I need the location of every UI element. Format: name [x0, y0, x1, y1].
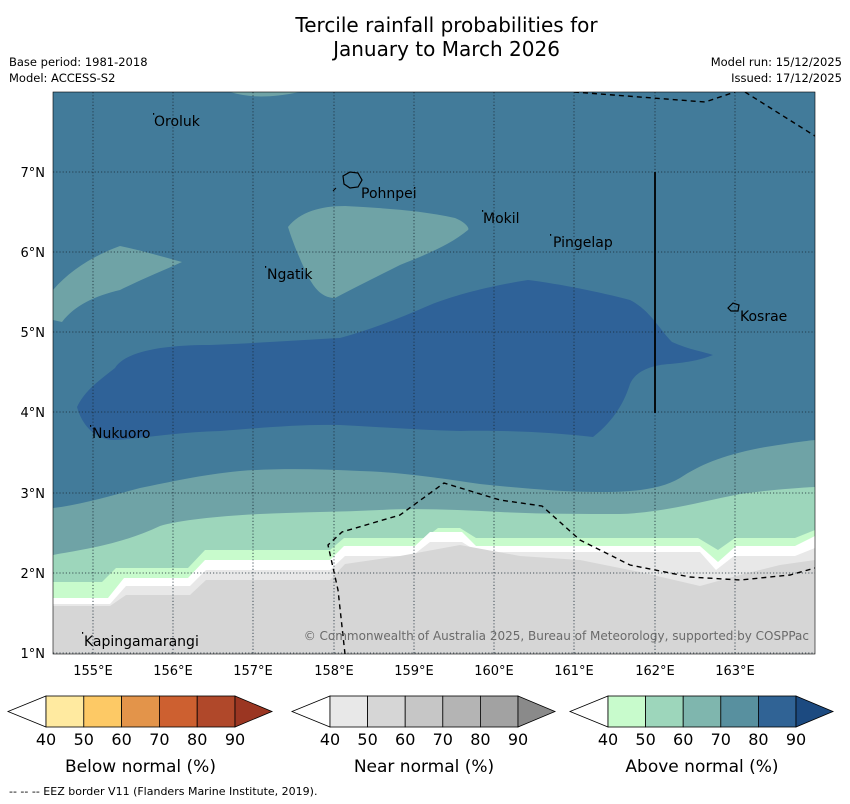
probability-field — [53, 92, 815, 654]
colorbar-extend-high — [795, 695, 835, 728]
colorbar-segment — [83, 695, 123, 728]
lon-label: 162°E — [635, 664, 675, 679]
place-label: Oroluk — [154, 114, 201, 130]
place-label: Ngatik — [267, 267, 313, 283]
colorbar-tick-label: 70 — [711, 730, 731, 749]
lon-label: 155°E — [73, 664, 113, 679]
model-name: Model: ACCESS-S2 — [9, 71, 116, 85]
place-label: Nukuoro — [92, 426, 150, 442]
colorbar-extend-high — [234, 695, 274, 728]
lon-label: 159°E — [394, 664, 434, 679]
near-normal-50-region — [53, 545, 815, 654]
colorbar-tick-label: 40 — [598, 730, 618, 749]
lon-label: 163°E — [715, 664, 755, 679]
above-normal-80-region — [77, 280, 713, 440]
colorbar-tick-label: 90 — [508, 730, 528, 749]
lon-label: 161°E — [554, 664, 594, 679]
lat-label: 6°N — [21, 246, 46, 261]
colorbar-tick-label: 60 — [673, 730, 693, 749]
colorbar-segment — [442, 695, 481, 728]
colorbar-title: Above normal (%) — [625, 757, 778, 777]
graticule — [53, 92, 815, 654]
copyright-notice: © Commonwealth of Australia 2025, Bureau… — [304, 629, 809, 643]
eez-border — [327, 92, 815, 654]
colorbar-tick-label: 50 — [357, 730, 377, 749]
colorbar-extend-low — [568, 695, 609, 728]
colorbar-tick-label: 50 — [74, 730, 94, 749]
colorbar-extend-low — [290, 695, 331, 728]
issue-date: Issued: 17/12/2025 — [731, 71, 842, 85]
colorbar-tick-label: 70 — [149, 730, 169, 749]
above-normal-60-west — [53, 246, 182, 322]
colorbar-tick-label: 70 — [433, 730, 453, 749]
colorbar-segment — [158, 695, 198, 728]
colorbar-extend-low — [6, 695, 47, 728]
colorbar-segment — [720, 695, 759, 728]
colorbar-segment — [196, 695, 236, 728]
colorbar-segment — [329, 695, 368, 728]
eez-footnote: -- -- -- EEZ border V11 (Flanders Marine… — [9, 785, 318, 798]
place-label: Pingelap — [553, 235, 613, 251]
map-frame — [52, 91, 816, 655]
colorbar-segment — [758, 695, 797, 728]
colorbar-tick-label: 90 — [225, 730, 245, 749]
colorbar-segment — [479, 695, 519, 728]
colorbar-title: Below normal (%) — [65, 757, 216, 777]
lat-label: 5°N — [21, 326, 46, 341]
colorbar-segment — [607, 695, 646, 728]
lon-label: 156°E — [153, 664, 193, 679]
colorbar-tick-label: 80 — [187, 730, 207, 749]
colorbar-tick-label: 60 — [395, 730, 415, 749]
colorbar-legends: 40 50 60 70 80 90 Below normal (%) 40 50 60 70 80 90… — [6, 695, 835, 777]
colorbar-title: Near normal (%) — [354, 757, 494, 777]
lon-label: 157°E — [233, 664, 273, 679]
place-label: Mokil — [483, 211, 520, 227]
colorbar-tick-label: 80 — [748, 730, 768, 749]
lon-label: 158°E — [314, 664, 354, 679]
colorbar-segment — [367, 695, 406, 728]
pohnpei-island — [342, 171, 363, 189]
place-markers — [82, 113, 552, 634]
lat-label: 3°N — [21, 487, 46, 502]
model-run: Model run: 15/12/2025 — [710, 55, 842, 69]
place-label: Kapingamarangi — [84, 634, 199, 650]
lon-label: 160°E — [474, 664, 514, 679]
lat-label: 2°N — [21, 567, 46, 582]
colorbar-tick-label: 40 — [36, 730, 56, 749]
title-line-1: Tercile rainfall probabilities for — [295, 13, 598, 37]
meta-left: Base period: 1981-2018 Model: ACCESS-S2 — [9, 54, 148, 86]
meta-right: Model run: 15/12/2025 Issued: 17/12/2025 — [711, 54, 842, 86]
base-period: Base period: 1981-2018 — [9, 55, 148, 69]
pohnpei-islet — [332, 187, 337, 192]
place-label: Pohnpei — [361, 186, 417, 202]
colorbar-segment — [404, 695, 444, 728]
colorbar-tick-label: 50 — [635, 730, 655, 749]
lat-label: 4°N — [21, 406, 46, 421]
colorbar-tick-label: 60 — [111, 730, 131, 749]
colorbar-segment — [682, 695, 722, 728]
colorbar-segment — [645, 695, 684, 728]
above-normal-60-top — [230, 92, 300, 97]
title-line-2: January to March 2026 — [333, 37, 560, 61]
colorbar-segment — [45, 695, 85, 728]
lat-label: 1°N — [21, 647, 46, 662]
kosrae-island — [727, 302, 740, 312]
colorbar-extend-high — [517, 695, 557, 728]
colorbar-segment — [121, 695, 160, 728]
colorbar-tick-label: 40 — [320, 730, 340, 749]
place-label: Kosrae — [740, 309, 787, 325]
colorbar-tick-label: 90 — [786, 730, 806, 749]
colorbar-tick-label: 80 — [470, 730, 490, 749]
above-normal-60-pohnpei — [288, 206, 469, 298]
lat-label: 7°N — [21, 166, 46, 181]
chart-title: Tercile rainfall probabilities for Janua… — [0, 13, 850, 61]
